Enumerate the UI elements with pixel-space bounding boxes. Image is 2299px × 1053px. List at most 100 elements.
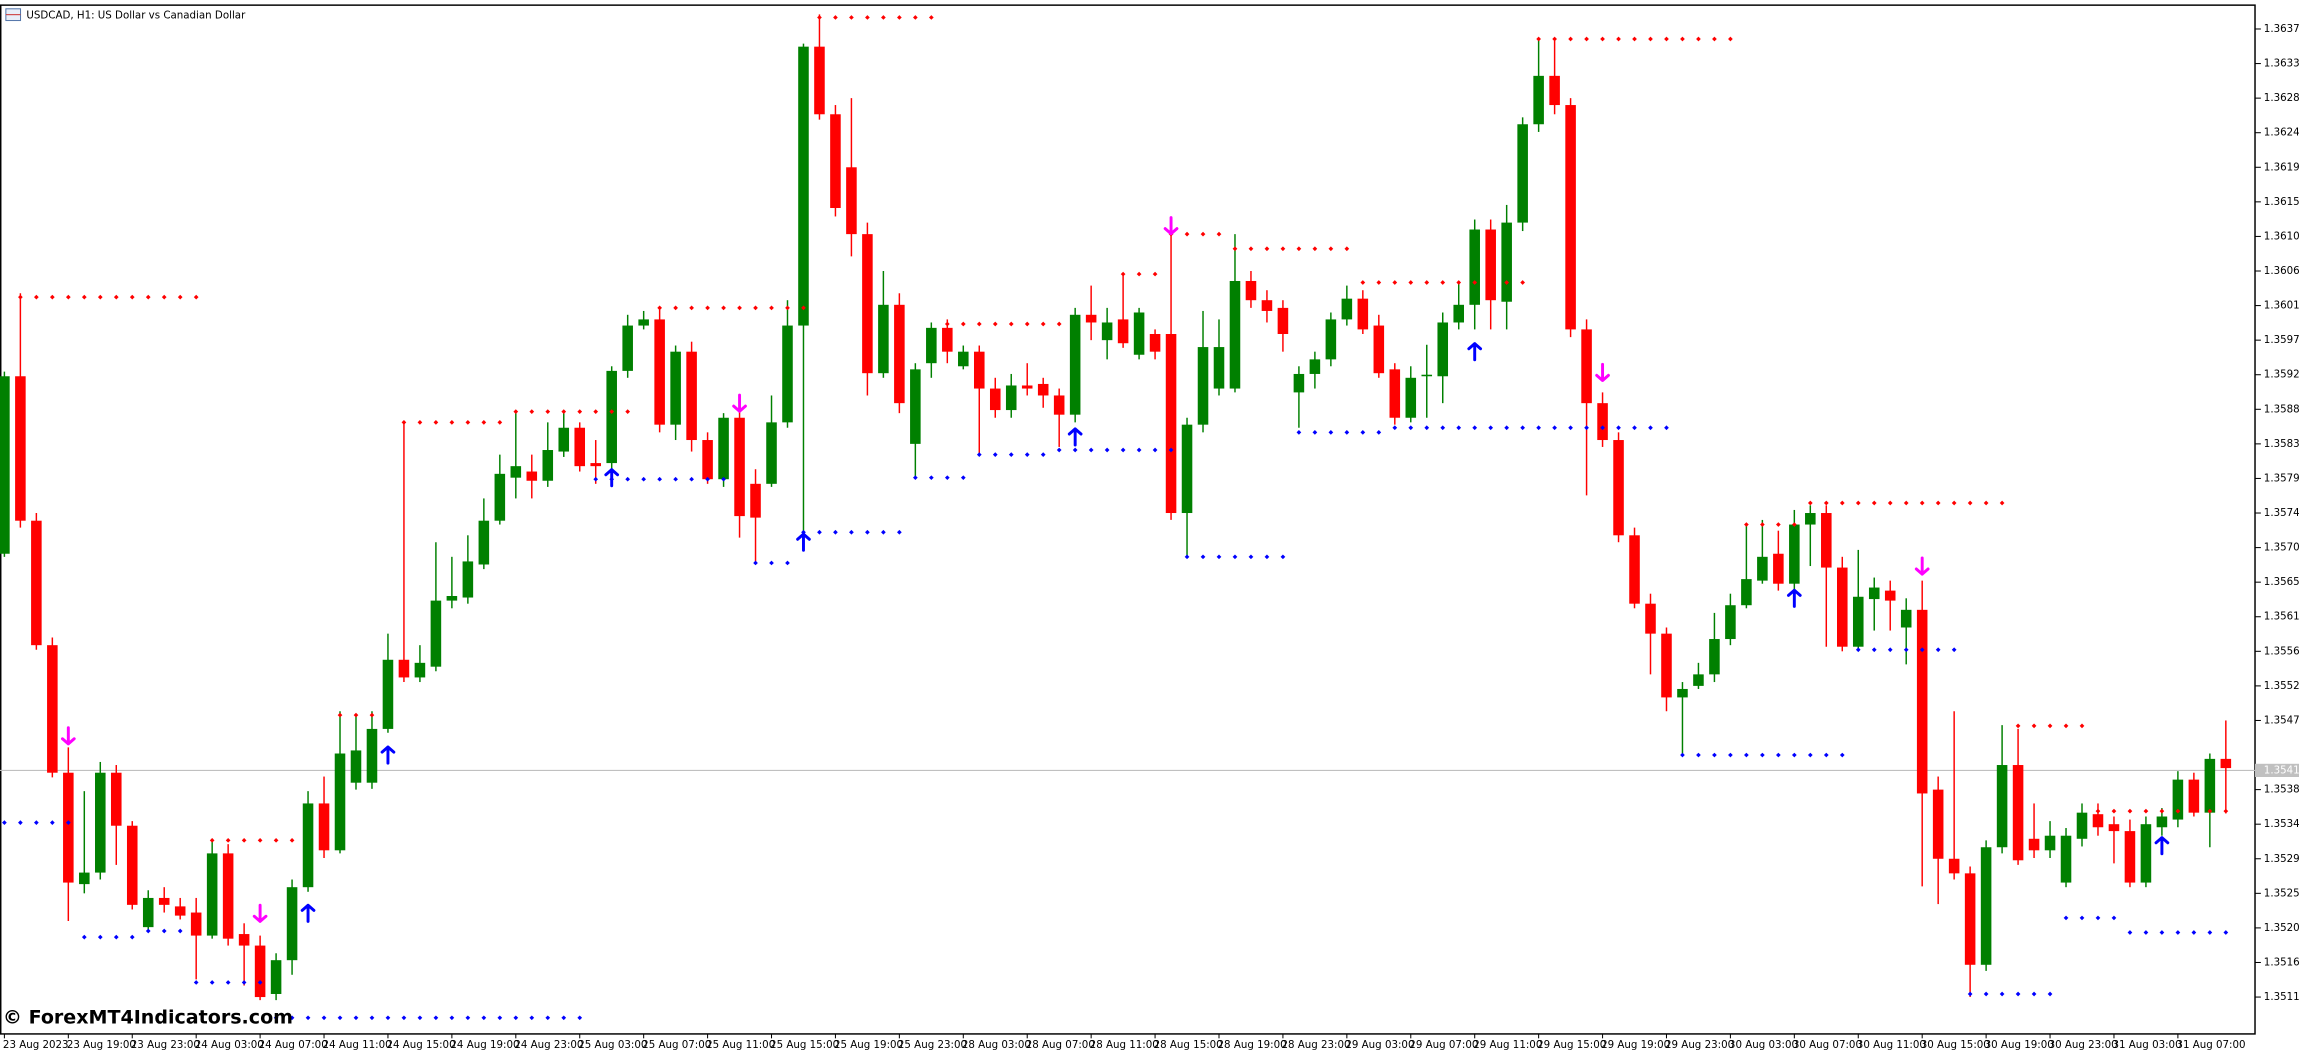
support-dot (385, 1015, 391, 1021)
candle-body (750, 483, 761, 518)
y-tick-label: 1.35475 (2264, 714, 2299, 726)
buy-arrow (604, 468, 620, 488)
candle-body (2060, 835, 2072, 883)
candle-body (1037, 383, 1049, 396)
candle-body (878, 304, 889, 374)
support-dot (305, 1015, 311, 1021)
support-dot (1839, 752, 1845, 758)
resistance-dot (1983, 500, 1989, 506)
candle-body (79, 872, 90, 885)
y-tick-label: 1.35655 (2264, 576, 2299, 588)
candle-body (1868, 587, 1880, 600)
resistance-dot (1616, 36, 1621, 42)
resistance-dot (992, 321, 998, 327)
resistance-dot (609, 409, 615, 414)
support-dot (1072, 447, 1078, 453)
y-tick-label: 1.36060 (2264, 265, 2299, 277)
x-tick-label: 31 Aug 07:00 (2176, 1039, 2245, 1051)
candle-body (1709, 639, 1720, 675)
support-dot (944, 475, 950, 481)
candle-body (782, 325, 793, 423)
y-tick-label: 1.35565 (2264, 645, 2299, 657)
resistance-dot (1472, 280, 1478, 285)
y-tick-label: 1.35295 (2264, 853, 2299, 865)
candle-body (958, 351, 969, 367)
candle-body (2204, 758, 2216, 813)
y-tick-label: 1.35790 (2264, 472, 2299, 484)
resistance-dot (1520, 280, 1525, 285)
support-dot (129, 934, 135, 940)
sell-arrow (732, 393, 747, 413)
candle-body (926, 327, 937, 364)
support-dot (225, 980, 231, 985)
candle-body (606, 370, 617, 464)
candle-body (558, 427, 570, 452)
x-tick-label: 28 Aug 11:00 (1090, 1039, 1159, 1051)
chart-title: USDCAD, H1: US Dollar vs Canadian Dollar (26, 9, 246, 21)
resistance-dot (1823, 500, 1829, 506)
current-price-box (2255, 763, 2299, 778)
candle-body (846, 167, 857, 235)
candle-body (1837, 567, 1848, 647)
support-dot (2095, 915, 2101, 921)
resistance-dot (944, 321, 950, 327)
x-tick-label: 25 Aug 07:00 (642, 1039, 711, 1051)
support-dot (1152, 447, 1158, 453)
resistance-dot (1839, 500, 1845, 506)
resistance-dot (1728, 36, 1733, 42)
resistance-dot (1903, 500, 1909, 506)
resistance-dot (1152, 271, 1158, 277)
support-dot (1328, 430, 1334, 435)
candle-body (654, 319, 665, 425)
sell-arrow (1163, 216, 1179, 236)
candle-body (1005, 385, 1017, 411)
x-tick-label: 25 Aug 15:00 (770, 1039, 839, 1051)
resistance-dot (1696, 36, 1701, 42)
candle-body (1916, 609, 1928, 794)
resistance-dot (1664, 36, 1669, 42)
buy-arrow (300, 903, 316, 923)
x-tick-label: 29 Aug 23:00 (1665, 1039, 1734, 1051)
candle-body (430, 600, 442, 667)
y-tick-label: 1.36330 (2264, 58, 2299, 70)
candle-body (2156, 816, 2168, 828)
candle-body (1741, 579, 1752, 606)
candle-body (1645, 603, 1656, 634)
candle-body (1213, 347, 1225, 389)
support-dot (545, 1015, 551, 1021)
support-dot (1280, 554, 1286, 560)
support-dot (177, 928, 183, 934)
resistance-dot (833, 15, 838, 20)
support-dot (577, 1015, 583, 1021)
support-dot (145, 928, 151, 934)
support-dot (641, 476, 647, 482)
support-dot (769, 560, 774, 566)
candle-body (350, 750, 362, 783)
resistance-dot (849, 15, 854, 20)
candle-body (1181, 424, 1193, 514)
support-dot (881, 529, 886, 535)
support-dot (401, 1015, 407, 1021)
candle-body (989, 388, 1001, 411)
candle-body (254, 945, 266, 998)
support-dot (1664, 425, 1669, 431)
resistance-dot (657, 305, 662, 311)
candle-body (334, 753, 346, 851)
resistance-dot (928, 15, 934, 20)
resistance-dot (337, 712, 343, 718)
support-dot (1312, 430, 1318, 435)
candle-body (1565, 105, 1576, 330)
candle-body (510, 466, 522, 478)
resistance-levels (18, 15, 2229, 843)
resistance-dot (2015, 723, 2021, 729)
buy-arrow (1067, 427, 1083, 447)
support-dot (81, 934, 87, 940)
support-dot (1264, 554, 1270, 560)
candle-body (1549, 75, 1560, 106)
candle-body (1677, 688, 1688, 698)
y-tick-label: 1.35250 (2264, 887, 2299, 899)
candle-body (2140, 824, 2152, 883)
support-dot (1504, 425, 1510, 431)
buy-arrow (380, 745, 396, 765)
y-tick-label: 1.35880 (2264, 403, 2299, 415)
